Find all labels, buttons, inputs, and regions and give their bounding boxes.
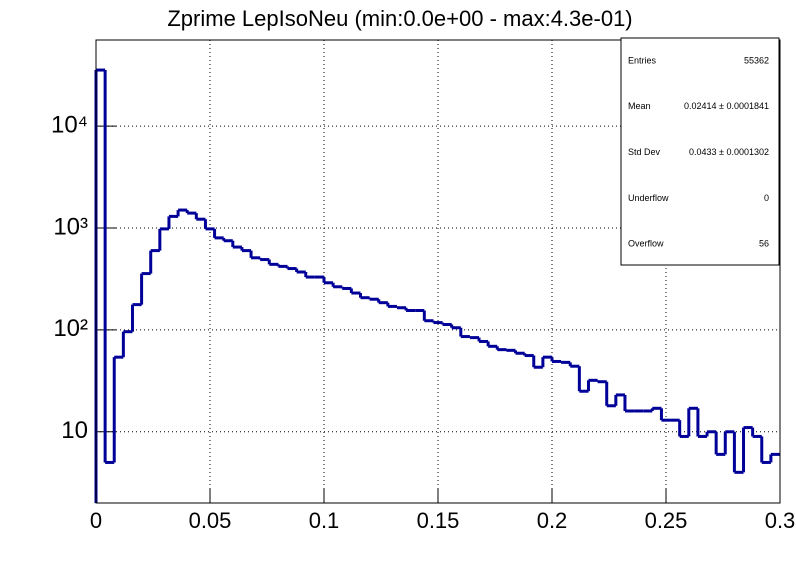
x-tick-label: 0.3 (765, 508, 796, 533)
stats-value: 56 (759, 239, 769, 249)
stats-box (620, 37, 780, 266)
x-tick-label: 0.05 (189, 508, 232, 533)
stats-label: Underflow (628, 193, 669, 203)
x-tick-label: 0.15 (417, 508, 460, 533)
stats-value: 0.0433 ± 0.0001302 (689, 147, 769, 157)
x-tick-label: 0.1 (309, 508, 340, 533)
y-tick-label: 10 (61, 417, 88, 444)
stats-value: 0 (764, 193, 769, 203)
y-tick-label: 10² (53, 315, 88, 342)
plot-frame (95, 39, 781, 504)
y-tick-label: 10⁴ (51, 111, 88, 138)
stats-label: Std Dev (628, 147, 661, 157)
stats-label: Overflow (628, 239, 664, 249)
stats-value: 0.02414 ± 0.0001841 (684, 101, 769, 111)
x-tick-label: 0.2 (537, 508, 568, 533)
stats-label: Mean (628, 101, 651, 111)
stats-label: Entries (628, 55, 657, 65)
y-tick-label: 10³ (53, 213, 88, 240)
chart-title: Zprime LepIsoNeu (min:0.0e+00 - max:4.3e… (167, 6, 632, 31)
x-tick-label: 0 (90, 508, 102, 533)
stats-value: 55362 (744, 55, 769, 65)
x-tick-label: 0.25 (645, 508, 688, 533)
